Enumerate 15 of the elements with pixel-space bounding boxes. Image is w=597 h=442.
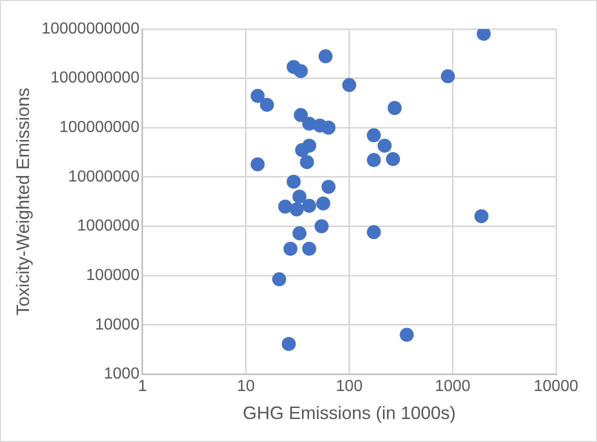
x-tick-label: 10000 [534, 378, 578, 396]
y-tick-label: 1000000 [77, 218, 140, 235]
x-tick-label: 1000 [434, 378, 471, 396]
x-tick-label: 1 [138, 378, 148, 396]
y-tick-label: 10000000000 [42, 20, 140, 38]
x-axis-title: GHG Emissions (in 1000s) [242, 403, 456, 424]
y-tick-label: 10000000 [68, 168, 140, 186]
x-tick-label: 10 [236, 378, 255, 396]
y-axis-title: Toxicity-Weighted Emissions [12, 88, 33, 316]
y-tick-label: 10000 [94, 316, 140, 334]
x-tick-label: 100 [336, 378, 363, 396]
y-tick-label: 100000 [86, 266, 140, 284]
y-tick-label: 1000000000 [50, 70, 140, 87]
y-tick-label: 1000 [104, 366, 140, 383]
y-tick-label: 100000000 [59, 119, 140, 136]
